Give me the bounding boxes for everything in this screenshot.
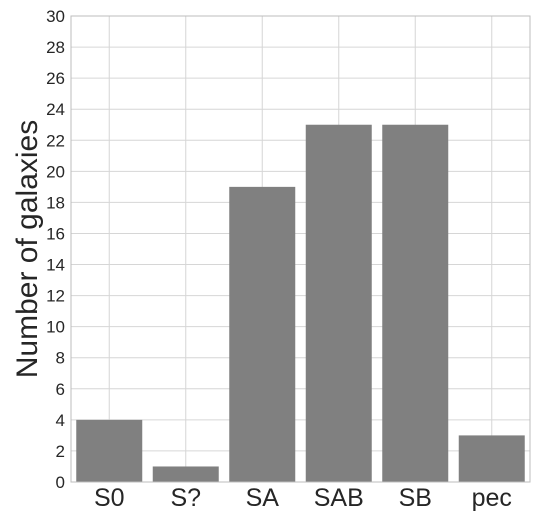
bar-pec [458,435,525,482]
bar-s0 [76,419,143,482]
y-tick-label: 26 [46,69,65,88]
y-tick-label: 24 [46,100,65,119]
x-tick-label: pec [472,484,512,511]
y-axis-label: Number of galaxies [11,120,44,378]
x-tick-labels: S0 S? SA SAB SB pec [94,484,512,511]
y-tick-label: 28 [46,38,65,57]
bar-s [152,466,219,482]
y-tick-label: 14 [46,256,65,275]
bars [76,124,525,482]
x-tick-label: SB [399,484,432,511]
bar-sab [305,124,372,482]
y-tick-label: 12 [46,287,65,306]
x-tick-label: S0 [94,484,125,511]
x-tick-label: SAB [314,484,364,511]
y-tick-label: 30 [46,7,65,26]
y-tick-label: 16 [46,224,65,243]
plot-frame [70,15,531,483]
y-tick-label: 22 [46,131,65,150]
y-tick-label: 0 [56,473,65,492]
x-tick-label: SA [246,484,280,511]
grid-lines [71,15,530,483]
y-tick-label: 20 [46,162,65,181]
y-tick-label: 2 [56,442,65,461]
y-tick-label: 6 [56,380,65,399]
y-tick-label: 18 [46,193,65,212]
bar-sb [382,124,449,482]
x-tick-label: S? [170,484,201,511]
y-tick-label: 8 [56,349,65,368]
y-tick-label: 10 [46,318,65,337]
bar-sa [229,186,296,482]
y-tick-label: 4 [56,411,65,430]
